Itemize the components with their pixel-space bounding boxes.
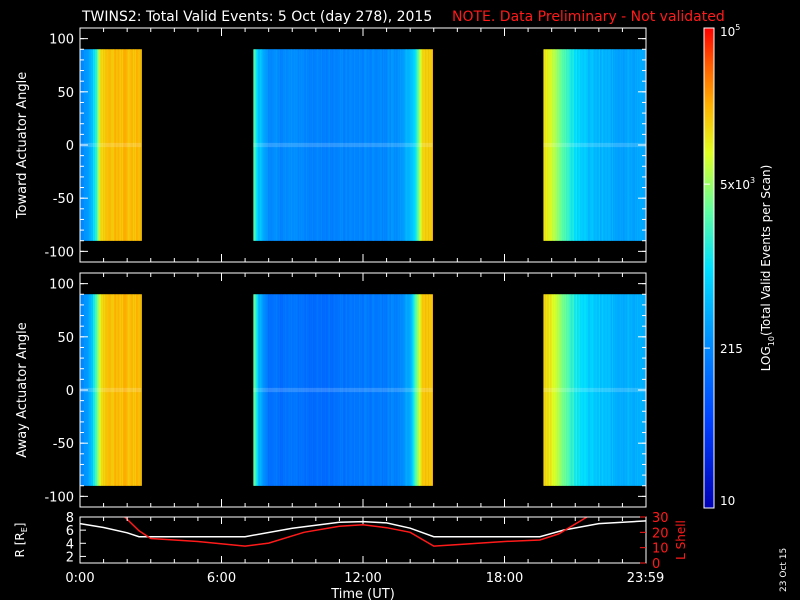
- chart-title: TWINS2: Total Valid Events: 5 Oct (day 2…: [81, 9, 432, 25]
- left-tick-label: 2: [66, 550, 74, 565]
- left-tick-label: 8: [66, 511, 74, 526]
- x-tick-label: 0:00: [65, 571, 94, 586]
- bottom-heatmap-panel: 100 50 0 -50 -100 Away Actuator Angle: [15, 272, 647, 508]
- x-tick-label: 12:00: [344, 571, 381, 586]
- colorbar-label: LOG10(Total Valid Events per Scan): [759, 165, 776, 372]
- colorbar: 105 5x103 215 10 LOG10(Total Valid Events p…: [703, 23, 776, 509]
- right-tick-label: 0: [652, 557, 660, 572]
- left-tick-label: 6: [66, 524, 74, 539]
- y-tick-label: -100: [44, 245, 74, 260]
- y-tick-label: 50: [57, 86, 74, 101]
- top-heatmap-panel: 100 50 0 -50 -100 Toward Actuator Angle: [15, 27, 647, 263]
- x-tick-label: 6:00: [207, 571, 236, 586]
- y-tick-label: 0: [66, 139, 74, 154]
- y-tick-label: 0: [66, 384, 74, 399]
- left-axis-label: R [RE]: [13, 523, 29, 558]
- colorbar-tick-label: 5x103: [720, 176, 755, 192]
- y-axis-label: Away Actuator Angle: [15, 322, 30, 457]
- x-axis-label: Time (UT): [330, 587, 395, 600]
- right-axis-label: L Shell: [674, 520, 688, 560]
- left-tick-label: 4: [66, 537, 74, 552]
- colorbar-gradient: [703, 27, 715, 509]
- y-tick-label: -50: [53, 437, 74, 452]
- y-axis-label: Toward Actuator Angle: [15, 72, 30, 219]
- x-tick-label: 18:00: [486, 571, 523, 586]
- right-tick-label: 10: [652, 542, 669, 557]
- preliminary-note: NOTE. Data Preliminary - Not validated: [452, 9, 725, 25]
- x-tick-label: 23:59: [627, 571, 664, 586]
- y-tick-label: 100: [49, 278, 74, 293]
- colorbar-tick-label: 215: [720, 342, 743, 356]
- colorbar-tick-label: 105: [720, 23, 740, 39]
- l-shell-line: [124, 516, 588, 547]
- colorbar-tick-label: 10: [720, 494, 735, 508]
- y-tick-label: 100: [49, 33, 74, 48]
- y-tick-label: -100: [44, 490, 74, 505]
- right-tick-label: 30: [652, 511, 669, 526]
- y-tick-label: 50: [57, 331, 74, 346]
- y-tick-label: -50: [53, 192, 74, 207]
- date-stamp: 23 Oct 15: [779, 548, 789, 592]
- right-tick-label: 20: [652, 526, 669, 541]
